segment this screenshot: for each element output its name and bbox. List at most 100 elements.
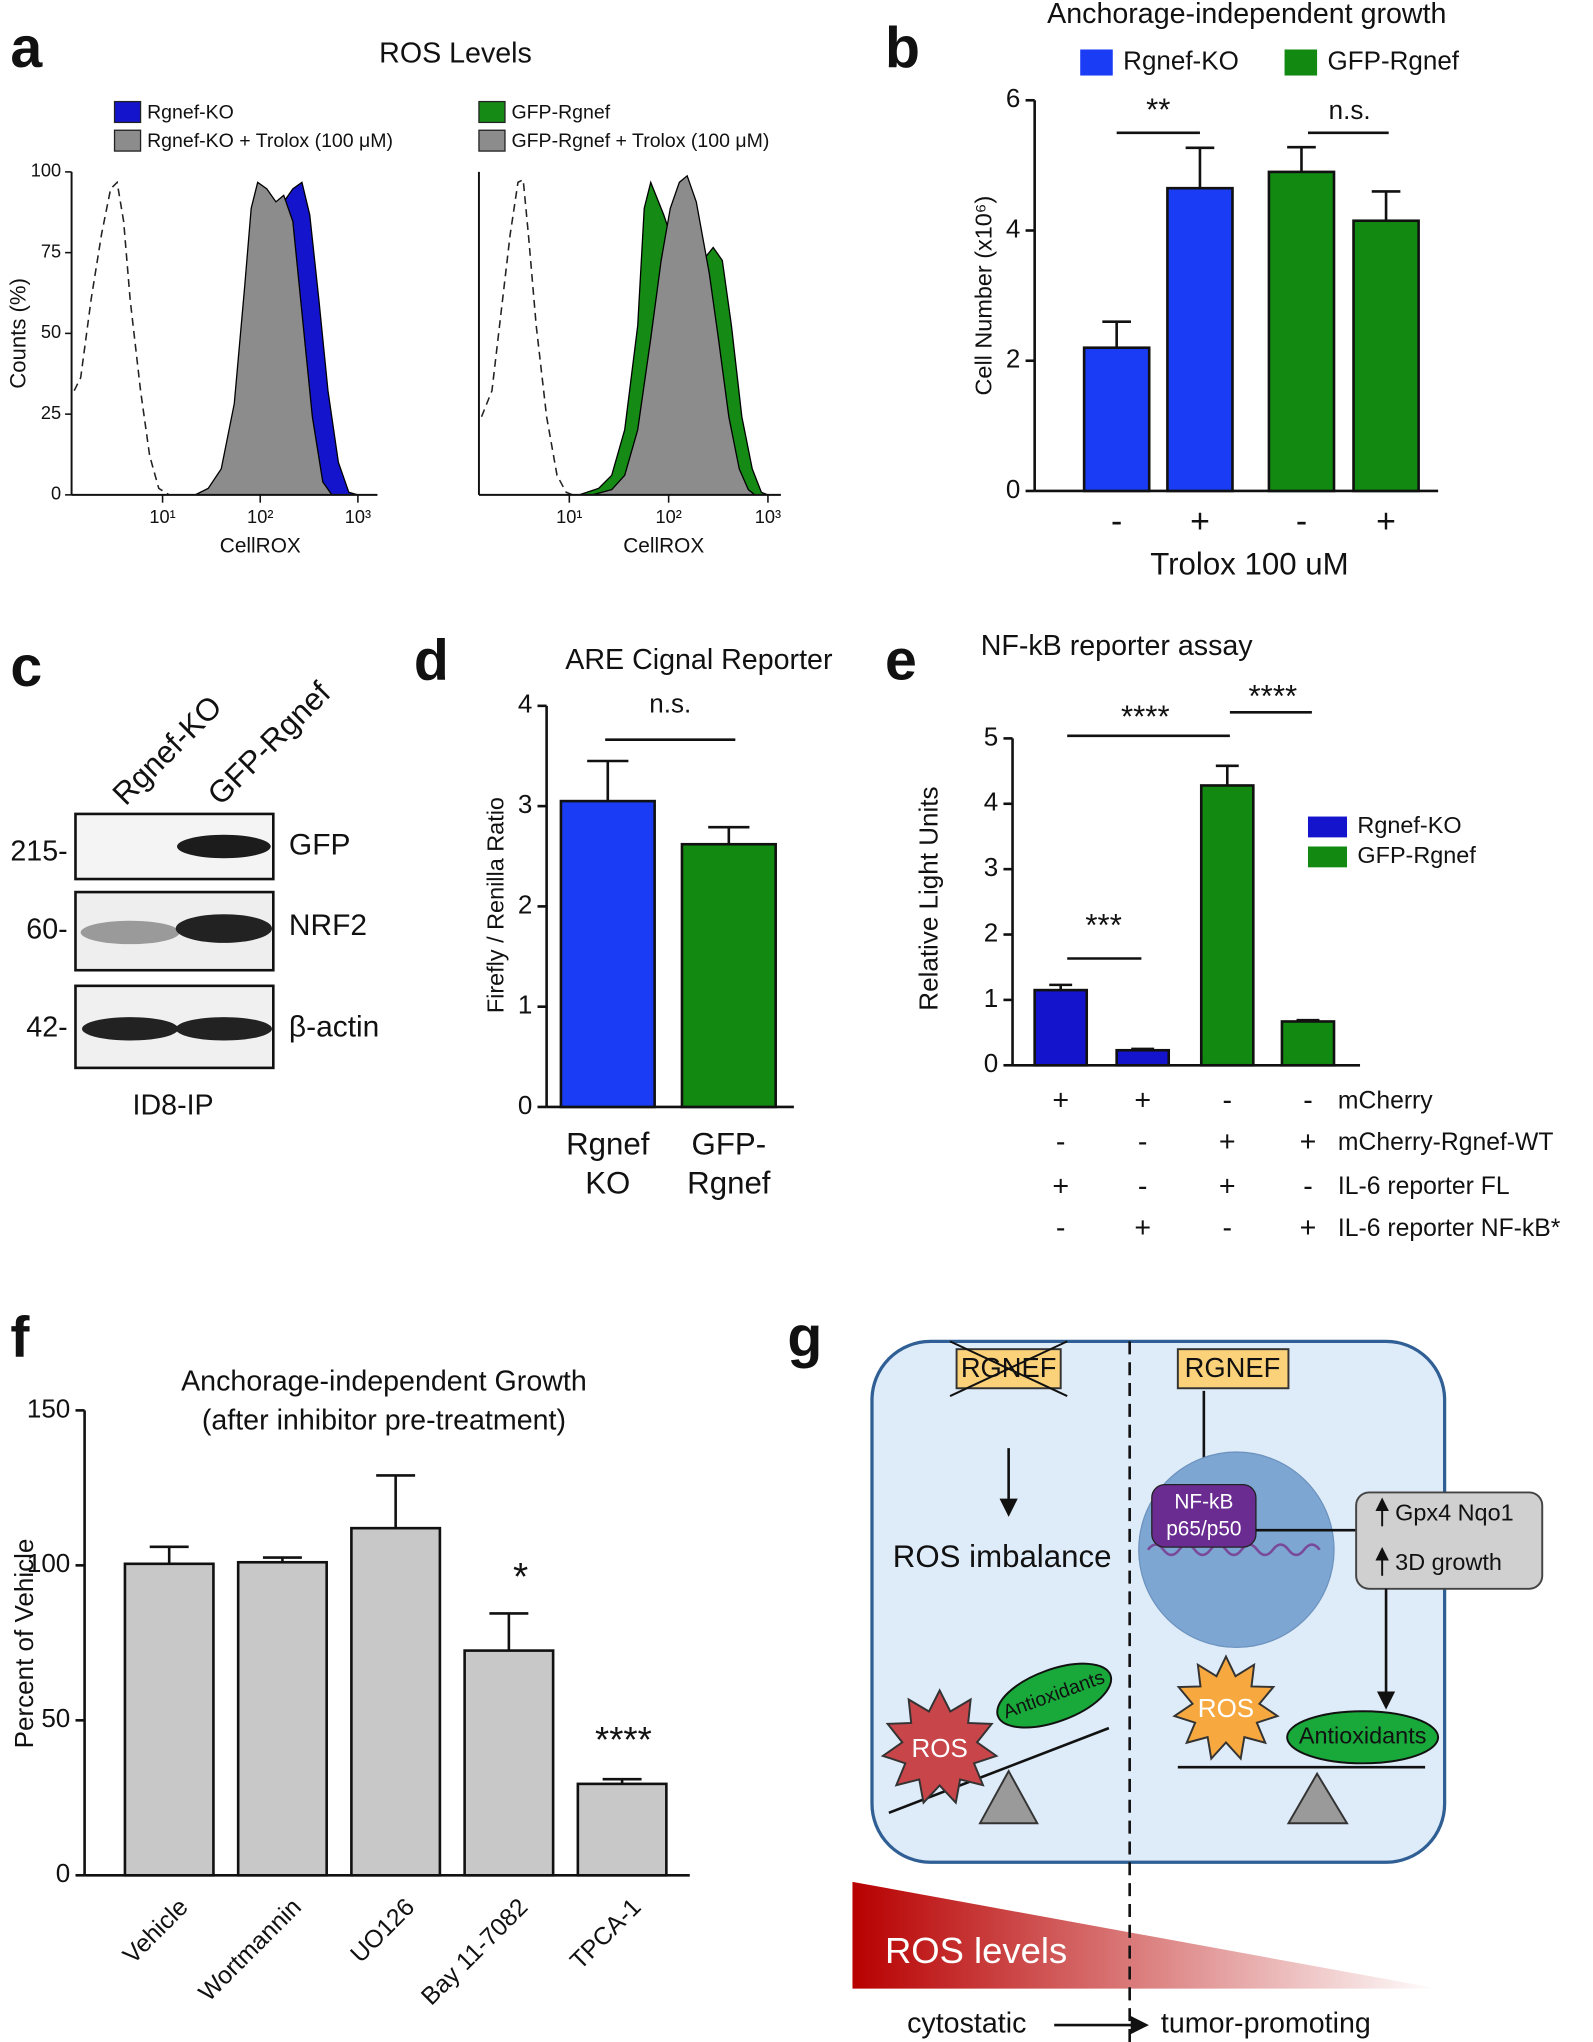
condition-sign: -	[1138, 1170, 1148, 1202]
x-tick-label: Rgnef	[566, 1126, 650, 1161]
histogram-curves	[73, 174, 769, 496]
error-bar	[149, 1545, 189, 1564]
gradient-label: ROS levels	[885, 1930, 1067, 1971]
chart-title: ARE Cignal Reporter	[565, 644, 833, 676]
target-label: 3D growth	[1395, 1549, 1502, 1575]
condition-sign: -	[1138, 1126, 1148, 1158]
condition-sign: -	[1056, 1212, 1066, 1244]
y-tick-label: 1	[984, 983, 998, 1013]
size-marker: 215-	[10, 836, 67, 868]
legend-swatch	[113, 100, 142, 124]
condition-sign: -	[1303, 1170, 1313, 1202]
y-tick-label: 0	[1006, 474, 1020, 504]
y-tick-label: 50	[41, 322, 61, 342]
condition-label: IL-6 reporter FL	[1338, 1173, 1510, 1200]
condition-sign: +	[1052, 1170, 1069, 1202]
bar	[559, 799, 656, 1109]
legend-swatch	[1284, 49, 1318, 76]
x-tick-label: 10¹	[556, 507, 582, 527]
significance-label: n.s.	[1329, 95, 1371, 125]
y-tick-label: 0	[56, 1858, 70, 1888]
panel-letter: f	[10, 1305, 30, 1369]
y-tick-label: 2	[518, 889, 532, 919]
legend-label: Rgnef-KO	[1357, 812, 1461, 838]
condition-sign: -	[1056, 1126, 1066, 1158]
legend-label: Rgnef-KO	[1123, 45, 1239, 75]
condition-sign: +	[1134, 1084, 1151, 1116]
cell-line: ID8-IP	[133, 1090, 214, 1122]
ros-label: ROS	[911, 1733, 967, 1763]
complex-label: p65/p50	[1166, 1518, 1241, 1541]
chart-title: Anchorage-independent growth	[1047, 0, 1446, 30]
y-tick-label: 1	[518, 990, 532, 1020]
y-tick-label: 0	[51, 484, 61, 504]
panel-letter: g	[787, 1305, 822, 1369]
condition-sign: +	[1300, 1126, 1317, 1158]
error-bar	[376, 1474, 416, 1529]
legend-label: Rgnef-KO + Trolox (100 μM)	[147, 130, 393, 152]
bar	[463, 1649, 555, 1877]
x-axis-label: CellROX	[220, 534, 301, 557]
bar	[1280, 1020, 1336, 1067]
legend-swatch	[1307, 846, 1348, 868]
panel-letter: a	[10, 16, 43, 80]
error-bar	[708, 825, 750, 845]
bar	[576, 1782, 668, 1877]
y-tick-label: 50	[41, 1703, 70, 1733]
y-axis-label: Counts (%)	[5, 278, 30, 389]
chart-title: Anchorage-independent Growth	[181, 1366, 587, 1398]
x-tick-label: 10¹	[149, 507, 175, 527]
significance-label: **	[1146, 92, 1170, 127]
significance-label: ****	[1249, 678, 1298, 713]
error-bar	[1131, 1047, 1155, 1051]
legend-label: GFP-Rgnef + Trolox (100 μM)	[511, 130, 769, 152]
condition-sign: +	[1052, 1084, 1069, 1116]
gene-label: RGNEF	[1185, 1352, 1281, 1383]
legend-label: GFP-Rgnef	[1357, 842, 1476, 868]
y-tick-label: 6	[1006, 83, 1020, 113]
y-tick-label: 3	[984, 852, 998, 882]
y-tick-label: 4	[984, 787, 998, 817]
condition-sign: -	[1223, 1212, 1233, 1244]
error-bar	[1049, 983, 1073, 991]
bar	[1082, 346, 1151, 493]
ros-burst	[1172, 1654, 1280, 1761]
x-tick-label: KO	[585, 1165, 630, 1200]
condition-sign: +	[1219, 1126, 1236, 1158]
bar	[123, 1562, 215, 1877]
error-bar	[1215, 764, 1239, 786]
y-tick-label: 0	[984, 1048, 998, 1078]
size-marker: 60-	[26, 914, 67, 946]
antioxidant-label: Antioxidants	[1299, 1722, 1427, 1748]
error-bar	[1185, 146, 1215, 189]
bar	[1033, 988, 1089, 1067]
y-axis-label: Percent of Vehicle	[9, 1539, 39, 1749]
y-tick-label: 75	[41, 241, 61, 261]
protein-name: NRF2	[289, 909, 367, 942]
chart-title: ROS Levels	[379, 37, 532, 69]
legend-swatch	[1080, 49, 1113, 76]
condition-sign: +	[1300, 1212, 1317, 1244]
y-tick-label: 4	[1006, 213, 1020, 243]
condition-label: mCherry	[1338, 1087, 1433, 1114]
x-tick-label: Rgnef	[687, 1165, 771, 1200]
bar	[1199, 784, 1255, 1067]
error-bar	[1371, 190, 1401, 221]
condition-label: IL-6 reporter NF-kB*	[1338, 1215, 1561, 1242]
legend-label: Rgnef-KO	[147, 101, 234, 123]
y-tick-label: 2	[1006, 344, 1020, 374]
legend-swatch	[1307, 816, 1348, 838]
error-bar	[587, 759, 629, 802]
y-tick-label: 3	[518, 789, 532, 819]
error-bar	[1296, 1018, 1320, 1022]
ros-burst	[880, 1688, 999, 1805]
x-tick-label: 10³	[755, 507, 781, 527]
x-axis-label: Trolox 100 uM	[1150, 547, 1348, 582]
error-bar	[602, 1777, 642, 1784]
significance-label: ****	[595, 1719, 652, 1760]
y-tick-label: 2	[984, 917, 998, 947]
significance-label: ****	[1121, 699, 1170, 734]
error-bar	[489, 1612, 529, 1651]
